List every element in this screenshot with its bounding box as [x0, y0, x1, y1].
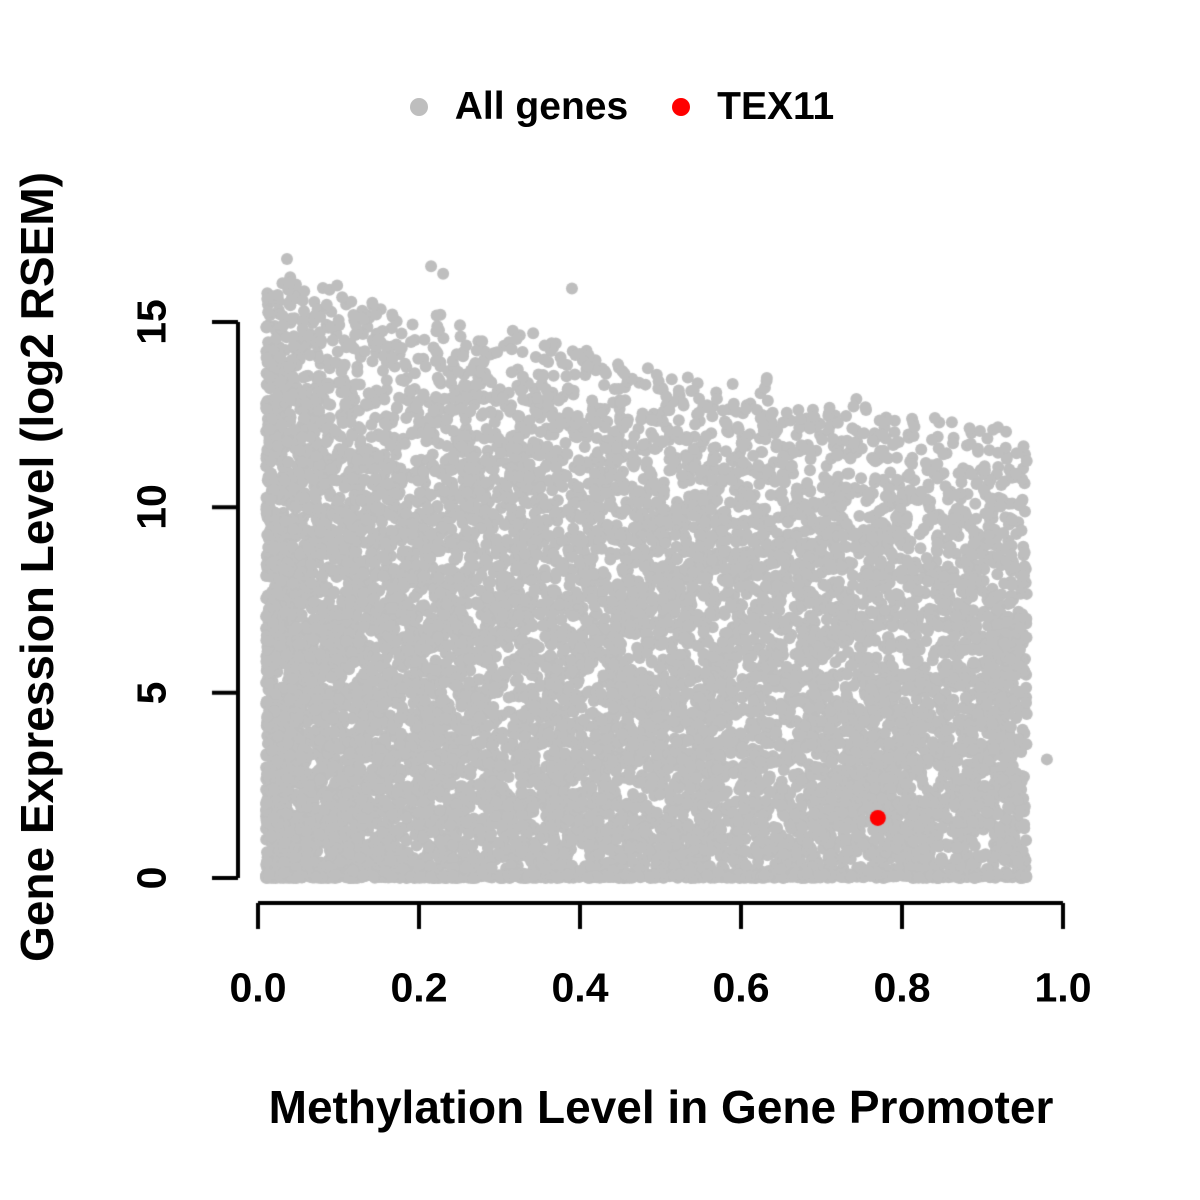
legend-item-tex11: TEX11	[672, 85, 835, 129]
all-genes-marker-icon	[409, 98, 428, 117]
x-axis-title: Methylation Level in Gene Promoter	[268, 1081, 1054, 1133]
y-tick-label: 0	[128, 866, 175, 890]
legend-label-tex11: TEX11	[717, 85, 835, 128]
legend-item-all-genes: All genes	[409, 85, 629, 129]
y-axis-title: Gene Expression Level (log2 RSEM)	[11, 172, 63, 962]
legend: All genes TEX11	[22, 85, 1200, 129]
y-tick-label: 15	[128, 299, 175, 345]
y-tick-label: 10	[128, 484, 175, 531]
x-tick-label: 1.0	[1034, 964, 1092, 1011]
legend-label-all-genes: All genes	[454, 85, 629, 128]
x-tick-label: 0.8	[873, 964, 931, 1011]
x-tick-label: 0.6	[712, 964, 770, 1011]
x-tick-label: 0.4	[551, 964, 609, 1011]
x-tick-label: 0.2	[390, 964, 448, 1011]
x-tick-label: 0.0	[229, 964, 287, 1011]
tex11-marker-icon	[672, 98, 691, 117]
y-tick-label: 5	[128, 681, 175, 705]
